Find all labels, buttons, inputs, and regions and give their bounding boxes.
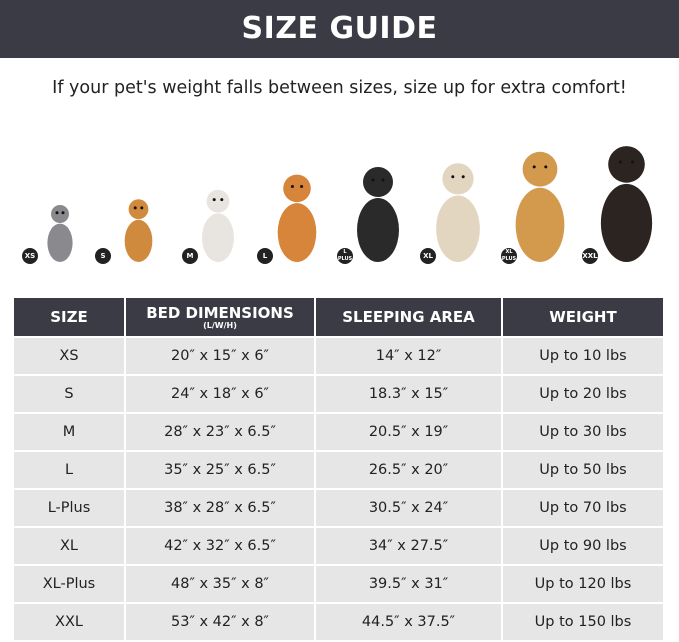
table-row: L-Plus 38″ x 28″ x 6.5″ 30.5″ x 24″ Up to 7… bbox=[14, 490, 663, 528]
cell-weight: Up to 120 lbs bbox=[503, 566, 663, 604]
labrador-image bbox=[436, 163, 480, 262]
cell-weight: Up to 20 lbs bbox=[503, 376, 663, 414]
size-badge: L PLUS bbox=[337, 248, 353, 264]
page-title: SIZE GUIDE bbox=[0, 0, 679, 58]
header-bed-dimensions: BED DIMENSIONS (L/W/H) bbox=[126, 298, 314, 338]
cell-size: XXL bbox=[14, 604, 124, 642]
cell-weight: Up to 150 lbs bbox=[503, 604, 663, 642]
table-row: XL-Plus 48″ x 35″ x 8″ 39.5″ x 31″ Up to 12… bbox=[14, 566, 663, 604]
cell-bed-dimensions: 42″ x 32″ x 6.5″ bbox=[126, 528, 314, 566]
cell-weight: Up to 70 lbs bbox=[503, 490, 663, 528]
table-row: XXL 53″ x 42″ x 8″ 44.5″ x 37.5″ Up to 150 … bbox=[14, 604, 663, 642]
cell-size: L bbox=[14, 452, 124, 490]
header-bed-dimensions-label: BED DIMENSIONS bbox=[146, 304, 294, 322]
cell-bed-dimensions: 20″ x 15″ x 6″ bbox=[126, 338, 314, 376]
cell-weight: Up to 10 lbs bbox=[503, 338, 663, 376]
size-badge: S bbox=[95, 248, 111, 264]
cell-size: S bbox=[14, 376, 124, 414]
table-row: XS 20″ x 15″ x 6″ 14″ x 12″ Up to 10 lbs bbox=[14, 338, 663, 376]
header-note: (L/W/H) bbox=[203, 321, 237, 330]
cell-weight: Up to 90 lbs bbox=[503, 528, 663, 566]
table-row: XL 42″ x 32″ x 6.5″ 34″ x 27.5″ Up to 90 lb… bbox=[14, 528, 663, 566]
cell-bed-dimensions: 53″ x 42″ x 8″ bbox=[126, 604, 314, 642]
cell-size: XL bbox=[14, 528, 124, 566]
table-row: S 24″ x 18″ x 6″ 18.3″ x 15″ Up to 20 lbs bbox=[14, 376, 663, 414]
cell-sleeping-area: 30.5″ x 24″ bbox=[316, 490, 501, 528]
cell-size: XS bbox=[14, 338, 124, 376]
size-badge: M bbox=[182, 248, 198, 264]
size-badge: XS bbox=[22, 248, 38, 264]
cell-sleeping-area: 20.5″ x 19″ bbox=[316, 414, 501, 452]
size-badge: L bbox=[257, 248, 273, 264]
cell-sleeping-area: 26.5″ x 20″ bbox=[316, 452, 501, 490]
cell-sleeping-area: 34″ x 27.5″ bbox=[316, 528, 501, 566]
cell-bed-dimensions: 48″ x 35″ x 8″ bbox=[126, 566, 314, 604]
table-header-row: SIZE BED DIMENSIONS (L/W/H) SLEEPING AREA… bbox=[14, 298, 663, 338]
size-badge: XXL bbox=[582, 248, 598, 264]
cell-sleeping-area: 14″ x 12″ bbox=[316, 338, 501, 376]
size-badge: XL bbox=[420, 248, 436, 264]
cell-sleeping-area: 39.5″ x 31″ bbox=[316, 566, 501, 604]
border-collie-image bbox=[357, 167, 399, 262]
golden-retriever-image bbox=[515, 151, 565, 262]
header-size: SIZE bbox=[14, 298, 124, 338]
table-row: M 28″ x 23″ x 6.5″ 20.5″ x 19″ Up to 30 lbs bbox=[14, 414, 663, 452]
pet-lineup: XS S M L L PLUS XL XL PLUS XXL bbox=[0, 130, 679, 270]
cell-bed-dimensions: 28″ x 23″ x 6.5″ bbox=[126, 414, 314, 452]
size-badge: XL PLUS bbox=[501, 248, 517, 264]
cell-size: XL-Plus bbox=[14, 566, 124, 604]
size-table: SIZE BED DIMENSIONS (L/W/H) SLEEPING AREA… bbox=[12, 298, 665, 642]
doberman-image bbox=[600, 146, 652, 262]
header-sleeping-area: SLEEPING AREA bbox=[316, 298, 501, 338]
cell-bed-dimensions: 35″ x 25″ x 6.5″ bbox=[126, 452, 314, 490]
table-row: L 35″ x 25″ x 6.5″ 26.5″ x 20″ Up to 50 lbs bbox=[14, 452, 663, 490]
cell-weight: Up to 50 lbs bbox=[503, 452, 663, 490]
cat-image bbox=[47, 205, 73, 262]
header-weight: WEIGHT bbox=[503, 298, 663, 338]
cell-bed-dimensions: 24″ x 18″ x 6″ bbox=[126, 376, 314, 414]
subtitle: If your pet's weight falls between sizes… bbox=[52, 78, 627, 98]
pomeranian-image bbox=[124, 199, 152, 262]
cell-sleeping-area: 44.5″ x 37.5″ bbox=[316, 604, 501, 642]
cell-weight: Up to 30 lbs bbox=[503, 414, 663, 452]
shiba-inu-image bbox=[277, 174, 317, 262]
cell-sleeping-area: 18.3″ x 15″ bbox=[316, 376, 501, 414]
cell-bed-dimensions: 38″ x 28″ x 6.5″ bbox=[126, 490, 314, 528]
cell-size: M bbox=[14, 414, 124, 452]
french-bulldog-image bbox=[202, 189, 234, 262]
cell-size: L-Plus bbox=[14, 490, 124, 528]
